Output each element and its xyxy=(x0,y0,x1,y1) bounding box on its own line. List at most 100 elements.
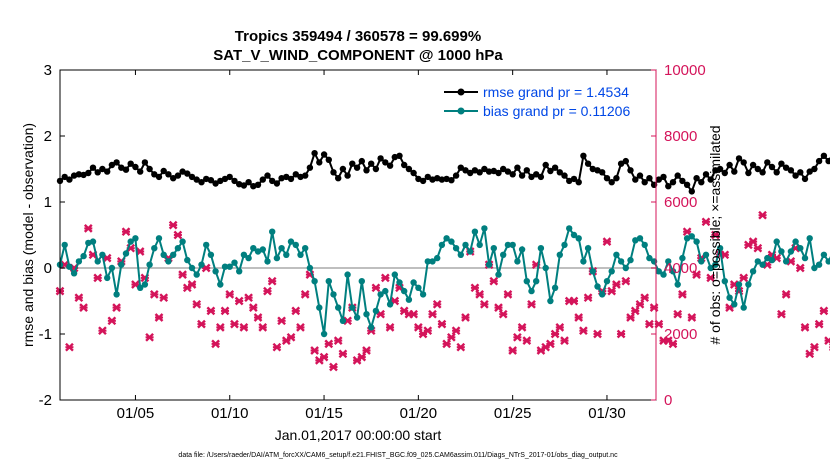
bias-point xyxy=(320,330,328,338)
obs-count-point xyxy=(149,290,159,299)
rmse-point xyxy=(603,175,611,182)
bias-point xyxy=(481,225,488,232)
bias-point xyxy=(259,246,266,253)
rmse-point xyxy=(160,167,167,175)
legend-rmse-marker xyxy=(457,88,465,96)
y-right-tick-label: 10000 xyxy=(664,62,706,79)
rmse-point xyxy=(193,176,200,183)
bias-point xyxy=(462,241,469,249)
x-axis-label: Jan.01,2017 00:00:00 start xyxy=(275,427,442,443)
obs-count-point xyxy=(795,263,805,273)
bias-point xyxy=(264,258,271,265)
rmse-point xyxy=(669,179,677,186)
bias-point xyxy=(665,258,672,265)
rmse-point xyxy=(655,176,662,183)
rmse-point xyxy=(396,152,403,159)
obs-count-point xyxy=(550,329,560,339)
bias-point xyxy=(353,314,361,321)
rmse-point xyxy=(325,156,332,163)
obs-count-point xyxy=(362,346,371,355)
rmse-point xyxy=(344,172,351,179)
rmse-point xyxy=(566,177,573,185)
obs-count-point xyxy=(819,306,829,316)
y-tick-label: 2 xyxy=(44,128,52,145)
obs-count-point xyxy=(253,313,263,322)
obs-count-point xyxy=(720,250,730,260)
bias-point xyxy=(415,284,422,291)
rmse-point xyxy=(801,175,809,183)
bias-point xyxy=(707,264,714,272)
bias-point xyxy=(269,228,276,235)
bias-point xyxy=(80,252,87,260)
bias-point xyxy=(514,258,521,265)
rmse-point xyxy=(368,160,375,167)
obs-count-point xyxy=(65,342,74,352)
obs-count-point xyxy=(234,296,244,306)
bias-point xyxy=(641,241,648,249)
bias-point xyxy=(429,258,436,265)
bias-point xyxy=(613,251,620,258)
rmse-point xyxy=(580,152,587,159)
rmse-point xyxy=(707,176,714,183)
bias-point xyxy=(344,271,351,278)
rmse-point xyxy=(542,161,549,169)
obs-count-point xyxy=(154,313,164,322)
bias-point xyxy=(273,254,281,262)
bias-point xyxy=(127,238,134,245)
rmse-point xyxy=(778,160,785,167)
obs-count-point xyxy=(107,316,117,326)
bias-point xyxy=(302,245,309,252)
rmse-point xyxy=(533,171,540,178)
bias-point xyxy=(584,245,592,252)
bias-point xyxy=(448,238,455,245)
obs-count-point xyxy=(333,336,343,345)
obs-count-point xyxy=(324,339,334,349)
bias-point xyxy=(556,251,563,258)
obs-count-point xyxy=(824,336,830,345)
rmse-point xyxy=(132,163,139,171)
bias-point xyxy=(726,294,733,301)
rmse-point xyxy=(665,183,672,190)
obs-count-point xyxy=(668,339,678,349)
obs-count-point xyxy=(291,306,301,316)
bias-point xyxy=(292,241,299,249)
obs-count-point xyxy=(753,243,763,253)
rmse-point xyxy=(61,173,68,181)
bias-point xyxy=(500,251,507,258)
bias-point xyxy=(61,241,68,249)
rmse-point xyxy=(608,179,615,186)
bias-point xyxy=(570,231,578,239)
bias-point xyxy=(382,287,389,295)
obs-count-point xyxy=(79,303,88,312)
rmse-point xyxy=(339,165,347,173)
obs-count-point xyxy=(739,273,749,283)
bias-point xyxy=(716,245,724,252)
footnote-data-file: data file: /Users/raeder/DAI/ATM_forcXX/… xyxy=(178,452,618,459)
rmse-point xyxy=(688,188,695,195)
bias-point xyxy=(184,256,191,264)
rmse-point xyxy=(141,159,149,166)
rmse-point xyxy=(646,175,653,182)
obs-count-point xyxy=(357,352,367,362)
chart-title-line2: SAT_V_WIND_COMPONENT @ 1000 hPa xyxy=(213,47,503,64)
bias-point xyxy=(212,268,219,275)
obs-count-point xyxy=(447,332,456,342)
rmse-point xyxy=(632,176,639,183)
rmse-point xyxy=(806,168,813,175)
y-right-tick-label: 4000 xyxy=(664,260,697,277)
bias-point xyxy=(778,248,785,255)
obs-count-point xyxy=(409,309,418,319)
rmse-point xyxy=(617,160,625,167)
obs-count-point xyxy=(711,230,720,240)
rmse-point xyxy=(627,167,634,174)
obs-count-point xyxy=(98,326,107,336)
bias-point xyxy=(170,251,177,258)
rmse-point xyxy=(570,175,578,183)
obs-count-point xyxy=(437,319,447,329)
bias-point xyxy=(617,258,625,265)
rmse-point xyxy=(683,181,691,188)
rmse-point xyxy=(514,164,521,171)
rmse-point xyxy=(424,173,431,181)
rmse-point xyxy=(85,169,92,177)
rmse-point xyxy=(537,173,545,181)
